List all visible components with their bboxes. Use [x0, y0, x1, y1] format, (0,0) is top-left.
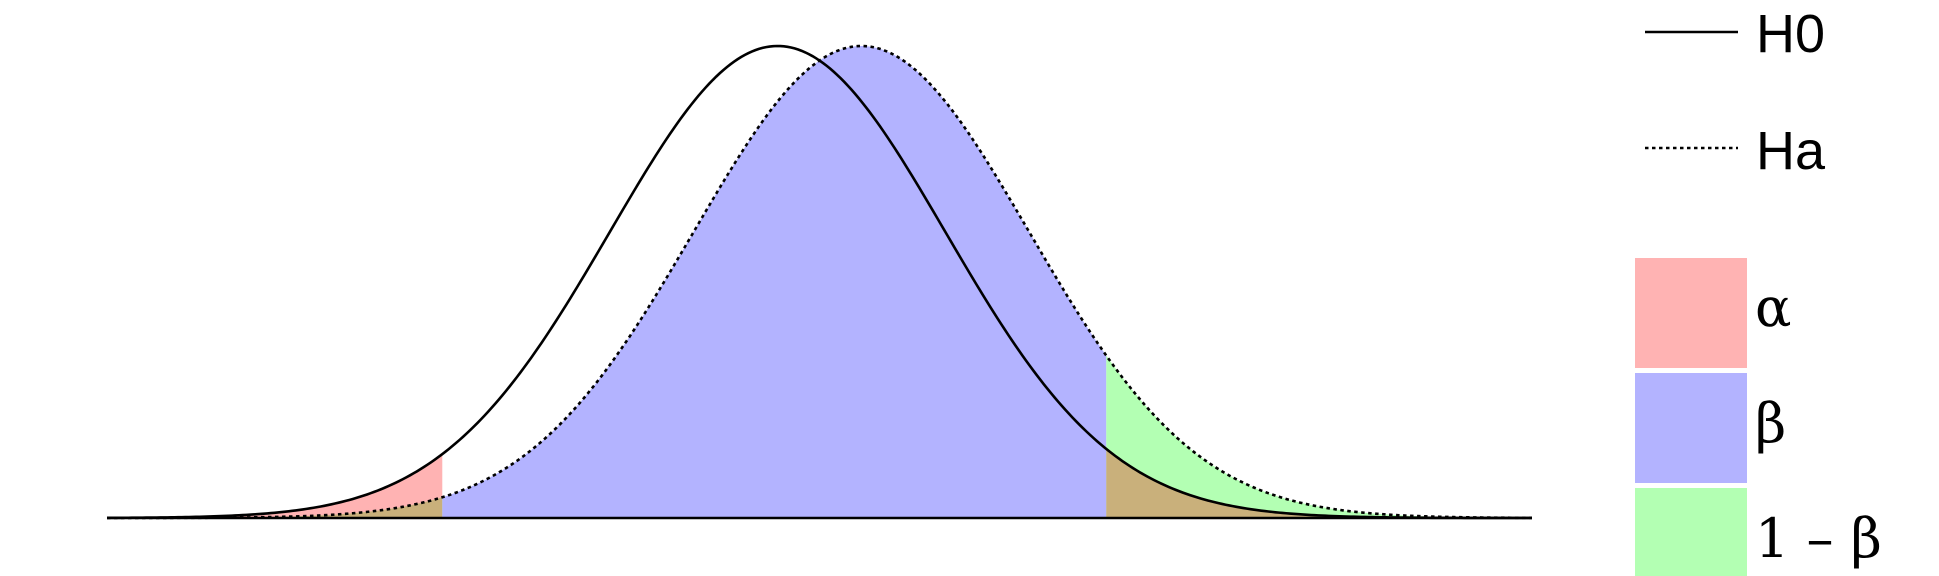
legend-label-ha: Ha: [1756, 121, 1826, 181]
alpha-region-left: [107, 454, 443, 518]
beta-region: [442, 46, 1107, 518]
legend-label-beta: β: [1755, 392, 1786, 455]
legend-swatch-beta: [1635, 373, 1747, 483]
legend-swatch-alpha: [1635, 258, 1747, 368]
legend-label-power: 1 – β: [1755, 507, 1882, 570]
legend-label-h0: H0: [1756, 4, 1825, 64]
overlap-region-right: [1106, 448, 1532, 518]
legend-label-alpha: α: [1755, 276, 1791, 339]
power-region-right: [1106, 355, 1532, 518]
plot-area: [106, 44, 1533, 520]
legend-swatch-power: [1635, 488, 1747, 576]
overlap-region-left: [107, 497, 443, 518]
ha-curve: [107, 44, 1533, 520]
legend: H0 Ha α β 1 – β: [1635, 4, 1882, 576]
